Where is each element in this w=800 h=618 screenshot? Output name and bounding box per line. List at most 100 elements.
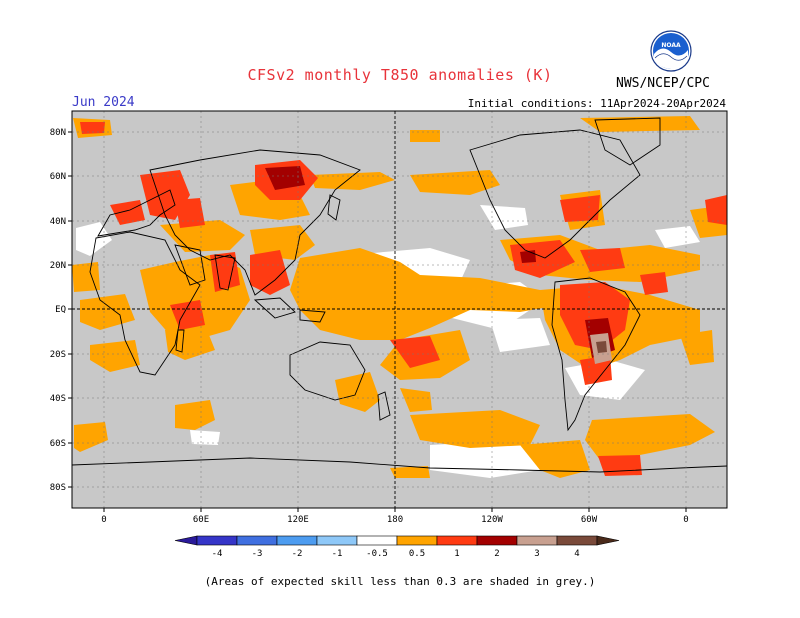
graticule — [72, 111, 727, 508]
japan-outline — [327, 194, 341, 221]
very-strong-warm-anomaly-area — [265, 166, 305, 190]
lat-label: 80S — [50, 483, 66, 493]
new-zealand-outline — [377, 391, 391, 421]
strong-warm-anomaly-area — [510, 240, 575, 278]
warm-anomaly-area — [410, 410, 540, 448]
colorbar-swatch — [276, 535, 318, 546]
africa-outline — [89, 231, 201, 376]
strong-warm-anomaly-area — [580, 355, 612, 385]
lon-label: 0 — [101, 515, 106, 525]
lat-label: 20N — [50, 261, 66, 271]
warm-anomaly-area — [310, 172, 395, 190]
colorbar-swatch — [196, 535, 238, 546]
warm-anomaly-area — [585, 414, 715, 460]
strong-warm-anomaly-area — [175, 198, 205, 228]
extreme-warm-anomaly-core — [596, 341, 607, 353]
lon-label: 180 — [387, 515, 403, 525]
longitude-labels: 0 60E 120E 180 120W 60W 0 — [101, 515, 688, 525]
lat-label: 40N — [50, 217, 66, 227]
greenland-outline — [594, 117, 661, 166]
colorbar-label: 4 — [574, 549, 579, 559]
coastlines — [71, 117, 728, 473]
lon-label: 120W — [481, 515, 503, 525]
lat-label: 80N — [50, 128, 66, 138]
warm-anomaly-area — [175, 400, 215, 430]
neutral-area — [190, 430, 220, 445]
lon-label: 0 — [683, 515, 688, 525]
strong-warm-anomaly-area — [250, 250, 290, 295]
strong-warm-anomaly-area — [170, 300, 205, 330]
strong-warm-anomaly-area — [598, 455, 642, 476]
warm-anomaly-area — [410, 130, 440, 142]
warm-anomaly-area — [520, 440, 590, 478]
new-guinea-outline — [299, 309, 326, 323]
colorbar-label: 0.5 — [409, 549, 425, 559]
colorbar-swatch — [316, 535, 358, 546]
strong-warm-anomaly-area — [580, 248, 625, 272]
colorbar-swatch — [356, 535, 398, 546]
colorbar-swatch — [236, 535, 278, 546]
colorbar: -4 -3 -2 -1 -0.5 0.5 1 2 3 4 — [174, 535, 620, 559]
europe-outline — [97, 189, 176, 237]
arabia-outline — [174, 244, 206, 286]
india-outline — [214, 254, 236, 291]
strong-warm-anomaly-area — [110, 200, 145, 225]
warm-anomaly-area — [90, 340, 140, 372]
lon-label: 60W — [581, 515, 598, 525]
strong-warm-anomaly-area — [560, 282, 630, 350]
strong-warm-anomaly-area — [640, 272, 668, 295]
noaa-logo: NOAA — [650, 30, 692, 72]
strong-warm-anomaly-area — [210, 252, 240, 292]
warm-anomaly-area — [680, 330, 714, 365]
colorbar-swatch — [556, 535, 598, 546]
warm-anomaly-area — [390, 466, 430, 478]
strong-warm-anomaly-area — [390, 336, 440, 368]
colorbar-swatch — [396, 535, 438, 546]
map-title: CFSv2 monthly T850 anomalies (K) — [247, 66, 553, 84]
warm-anomaly-area — [72, 262, 100, 292]
warm-anomaly-area — [580, 116, 700, 132]
colorbar-label: 1 — [454, 549, 459, 559]
south-america-outline — [551, 277, 641, 432]
lat-label: EQ — [55, 305, 66, 315]
antarctica-outline — [71, 457, 728, 473]
latitude-labels: 80N 60N 40N 20N EQ 20S 40S 60S 80S — [50, 128, 66, 493]
colorbar-swatch — [476, 535, 518, 546]
warm-anomaly-area — [290, 248, 560, 340]
warm-anomaly-area — [74, 422, 108, 452]
colorbar-arrow-low — [174, 535, 198, 546]
maritime-continent-outline — [253, 297, 296, 319]
colorbar-label: 2 — [494, 549, 499, 559]
colorbar-label: -2 — [292, 549, 303, 559]
anomaly-layer — [72, 116, 727, 478]
colorbar-label: -3 — [252, 549, 263, 559]
lat-label: 20S — [50, 350, 66, 360]
skill-footnote: (Areas of expected skill less than 0.3 a… — [204, 575, 596, 588]
axis-ticks — [68, 131, 687, 512]
agency-label: NWS/NCEP/CPC — [616, 76, 710, 91]
colorbar-swatch — [436, 535, 478, 546]
lat-label: 40S — [50, 394, 66, 404]
colorbar-label: -4 — [212, 549, 223, 559]
warm-anomaly-area — [400, 388, 432, 412]
madagascar-outline — [175, 329, 185, 353]
warm-anomaly-area — [160, 220, 245, 252]
strong-warm-anomaly-area — [80, 122, 105, 134]
lat-label: 60S — [50, 439, 66, 449]
colorbar-arrow-high — [596, 535, 620, 546]
colorbar-label: -1 — [332, 549, 343, 559]
warm-anomaly-area — [250, 225, 315, 260]
colorbar-label: 3 — [534, 549, 539, 559]
strong-warm-anomaly-area — [705, 195, 727, 225]
forecast-month: Jun 2024 — [72, 95, 135, 110]
neutral-area — [490, 318, 550, 352]
very-strong-warm-anomaly-area — [520, 250, 536, 263]
warm-anomaly-area — [335, 372, 380, 412]
neutral-area — [655, 226, 700, 248]
australia-outline — [289, 341, 366, 401]
strong-warm-anomaly-area — [560, 195, 600, 222]
lon-label: 60E — [193, 515, 209, 525]
colorbar-label: -0.5 — [366, 549, 388, 559]
neutral-area — [76, 222, 112, 256]
